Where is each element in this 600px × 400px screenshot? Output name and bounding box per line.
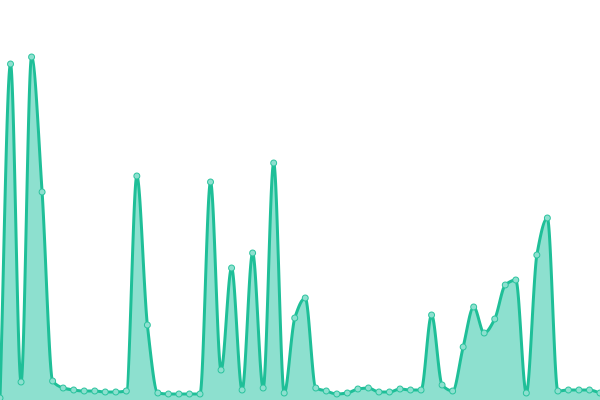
- data-point: [575, 386, 583, 394]
- data-point: [270, 159, 278, 167]
- data-point: [249, 249, 257, 257]
- data-point: [554, 387, 562, 395]
- data-point: [133, 172, 141, 180]
- data-point: [122, 387, 130, 395]
- data-point: [49, 377, 57, 385]
- data-point: [7, 60, 15, 68]
- data-point: [501, 281, 509, 289]
- data-point: [585, 386, 593, 394]
- data-point: [164, 390, 172, 398]
- data-point: [385, 388, 393, 396]
- data-point: [143, 321, 151, 329]
- data-point: [491, 315, 499, 323]
- data-point: [238, 386, 246, 394]
- data-point: [70, 386, 78, 394]
- data-point: [185, 390, 193, 398]
- data-point: [217, 366, 225, 374]
- data-point: [375, 388, 383, 396]
- data-point: [428, 311, 436, 319]
- data-point: [196, 390, 204, 398]
- data-point: [301, 294, 309, 302]
- data-point: [417, 386, 425, 394]
- data-point: [0, 394, 4, 400]
- data-point: [291, 314, 299, 322]
- data-point: [512, 276, 520, 284]
- data-point: [459, 343, 467, 351]
- data-point: [480, 329, 488, 337]
- data-point: [364, 384, 372, 392]
- data-point: [470, 303, 478, 311]
- data-points: [0, 53, 600, 400]
- data-point: [564, 386, 572, 394]
- data-point: [333, 390, 341, 398]
- data-point: [449, 387, 457, 395]
- data-point: [38, 188, 46, 196]
- data-point: [354, 385, 362, 393]
- data-point: [596, 389, 600, 397]
- data-point: [154, 389, 162, 397]
- data-point: [522, 389, 530, 397]
- data-point: [207, 178, 215, 186]
- data-point: [28, 53, 36, 61]
- data-point: [101, 388, 109, 396]
- data-point: [312, 384, 320, 392]
- data-point: [59, 384, 67, 392]
- data-point: [343, 389, 351, 397]
- data-point: [396, 385, 404, 393]
- data-point: [259, 384, 267, 392]
- data-point: [91, 387, 99, 395]
- data-point: [322, 387, 330, 395]
- series-area: [0, 57, 600, 400]
- data-point: [175, 390, 183, 398]
- data-point: [17, 378, 25, 386]
- data-point: [228, 264, 236, 272]
- data-point: [112, 388, 120, 396]
- data-point: [543, 214, 551, 222]
- data-point: [533, 251, 541, 259]
- data-point: [280, 389, 288, 397]
- data-point: [407, 386, 415, 394]
- data-point: [438, 381, 446, 389]
- data-point: [80, 387, 88, 395]
